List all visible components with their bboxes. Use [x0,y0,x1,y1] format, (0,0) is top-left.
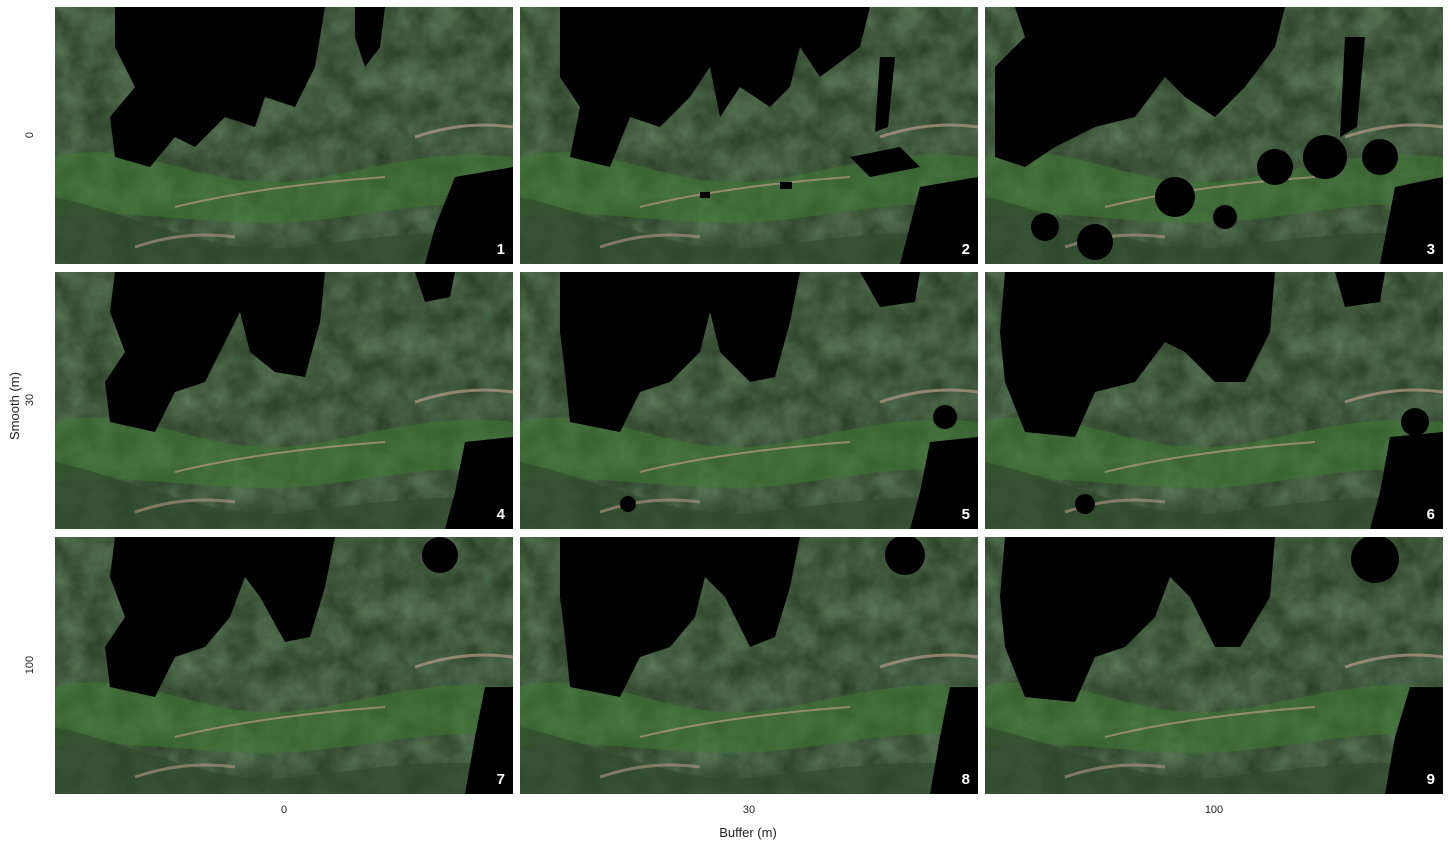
panel-2: 2 [520,7,978,264]
panel-4: 4 [55,272,513,529]
satellite-image-3 [985,7,1443,264]
satellite-image-1 [55,7,513,264]
satellite-image-8 [520,537,978,794]
panel-9: 9 [985,537,1443,794]
satellite-image-6 [985,272,1443,529]
satellite-image-9 [985,537,1443,794]
col-tick-30: 30 [742,804,756,816]
panel-number: 8 [961,771,970,788]
panel-5: 5 [520,272,978,529]
panel-1: 1 [55,7,513,264]
col-tick-0: 0 [280,804,288,816]
row-tick-0: 0 [24,131,36,139]
x-axis-title: Buffer (m) [719,825,777,840]
panel-number: 5 [961,506,970,523]
panel-number: 6 [1426,506,1435,523]
panel-number: 3 [1426,241,1435,258]
panel-3: 3 [985,7,1443,264]
panel-number: 4 [496,506,505,523]
row-tick-30: 30 [24,393,36,407]
row-tick-100: 100 [24,655,36,675]
satellite-image-5 [520,272,978,529]
panel-7: 7 [55,537,513,794]
panel-number: 1 [496,241,505,258]
panel-number: 9 [1426,771,1435,788]
y-axis-title: Smooth (m) [7,372,22,440]
panel-8: 8 [520,537,978,794]
satellite-image-4 [55,272,513,529]
col-tick-100: 100 [1204,804,1224,816]
satellite-image-2 [520,7,978,264]
panel-6: 6 [985,272,1443,529]
panel-number: 2 [961,241,970,258]
panel-number: 7 [496,771,505,788]
satellite-image-7 [55,537,513,794]
